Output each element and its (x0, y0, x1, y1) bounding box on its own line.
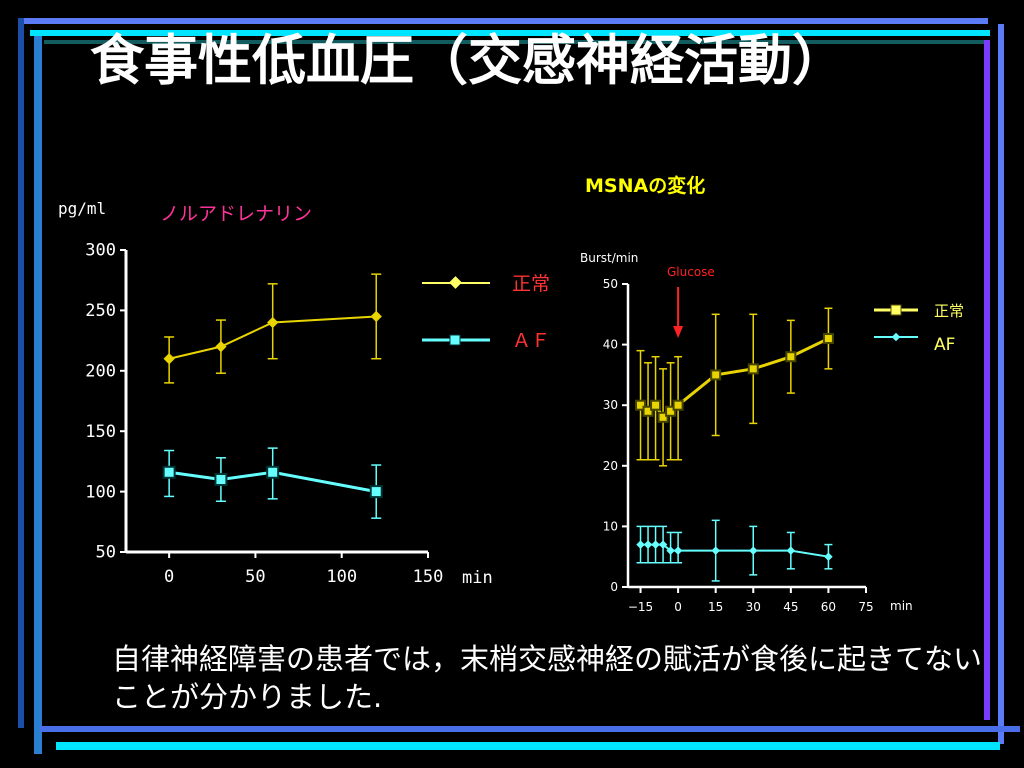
data-point-normal (267, 316, 279, 329)
left-xlabel: min (462, 568, 493, 588)
x-tick-label: 75 (858, 600, 873, 614)
left-legend-af-marker (449, 334, 461, 346)
y-tick-label: 200 (85, 361, 116, 381)
data-point-af (666, 546, 675, 555)
y-tick-label: 20 (603, 459, 618, 473)
y-tick-label: 10 (603, 519, 618, 533)
data-point-af (214, 473, 228, 487)
right-legend-af-marker (891, 332, 901, 342)
y-tick-label: 50 (96, 543, 116, 563)
data-point-normal (747, 363, 759, 375)
data-point-normal (163, 353, 175, 365)
frame-bottom-lines (40, 726, 1020, 750)
series-line-af (168, 470, 377, 494)
glucose-arrowhead (673, 326, 684, 338)
left-legend-normal-label: 正常 (512, 273, 550, 295)
y-tick-label: 50 (603, 277, 618, 291)
data-point-normal (672, 399, 684, 411)
left-plot-area (162, 273, 383, 519)
data-point-af (643, 540, 653, 549)
data-point-normal (657, 411, 669, 423)
slide-title: 食事性低血圧（交感神経活動） (90, 29, 846, 92)
data-point-af (711, 546, 720, 555)
frame-top-lines (18, 18, 990, 44)
data-point-normal (635, 399, 647, 411)
left-legend-normal-marker (449, 276, 462, 289)
frame-line-top-blue (18, 18, 988, 24)
data-point-af (636, 540, 645, 549)
x-tick-label: 60 (821, 600, 836, 614)
right-legend-af-label: AF (934, 335, 955, 355)
left-axes: 300 250 200 150 100 50 0 50 100 150 (85, 241, 443, 587)
right-xlabel: min (890, 599, 913, 613)
data-point-af (673, 546, 683, 555)
frame-line-bottom-cyan (56, 742, 1000, 750)
data-point-normal (642, 405, 654, 417)
right-plot-area (635, 287, 834, 582)
frame-line-top-cyan (30, 30, 990, 36)
frame-left-lines (18, 18, 42, 754)
right-legend-normal-marker (890, 304, 902, 316)
frame-right-lines (984, 24, 1004, 744)
left-legend: 正常 ＡＦ (422, 273, 550, 352)
x-tick-label: 50 (245, 567, 265, 587)
frame-line-bottom-blue (40, 726, 1020, 732)
y-tick-label: 300 (85, 241, 116, 261)
x-tick-label: 0 (164, 567, 174, 587)
right-ylabel: Burst/min (580, 251, 638, 265)
x-tick-label: 100 (326, 567, 357, 587)
data-point-normal (822, 333, 834, 345)
series-line-normal (639, 337, 830, 420)
slide-caption: 自律神経障害の患者では，末梢交感神経の賦活が食後に起きてないことが分かりました. (112, 642, 983, 714)
data-point-normal (370, 310, 382, 323)
x-tick-label: 0 (674, 600, 682, 614)
right-chart-title: MSNAの変化 (585, 174, 705, 197)
data-point-normal (710, 369, 722, 381)
y-tick-label: 0 (610, 580, 618, 594)
data-point-normal (785, 351, 797, 363)
y-tick-label: 250 (85, 301, 116, 321)
data-point-af (824, 552, 833, 561)
right-axes: 50 40 30 20 10 0 −15 0 15 30 45 60 75 (603, 277, 874, 614)
x-tick-label: 45 (783, 600, 798, 614)
frame-line-top-teal (44, 40, 984, 44)
left-chart-title: ノルアドレナリン (160, 203, 312, 225)
x-tick-label: −15 (628, 600, 653, 614)
right-legend: 正常 AF (874, 302, 964, 355)
data-point-normal (665, 405, 677, 417)
x-tick-label: 30 (746, 600, 761, 614)
series-line-normal (168, 315, 377, 360)
frame-line-left-teal (34, 36, 42, 754)
right-legend-normal-label: 正常 (934, 302, 964, 320)
data-point-af (658, 540, 668, 549)
frame-line-right-blue (998, 24, 1004, 744)
data-point-af (162, 465, 176, 479)
y-tick-label: 100 (85, 482, 116, 502)
data-point-af (651, 540, 660, 549)
left-ylabel: pg/ml (58, 199, 106, 218)
data-point-af (266, 465, 280, 479)
data-point-normal (215, 340, 227, 353)
glucose-label: Glucose (667, 265, 715, 279)
data-point-normal (650, 399, 662, 411)
y-tick-label: 30 (603, 398, 618, 412)
x-tick-label: 150 (413, 567, 444, 587)
left-legend-af-label: ＡＦ (512, 330, 550, 352)
x-tick-label: 15 (708, 600, 723, 614)
data-point-af (369, 485, 383, 499)
y-tick-label: 150 (85, 422, 116, 442)
y-tick-label: 40 (603, 338, 618, 352)
data-point-af (786, 546, 796, 555)
data-point-af (749, 546, 758, 555)
frame-line-left-blue (18, 18, 24, 728)
frame-line-right-purple (984, 40, 990, 720)
